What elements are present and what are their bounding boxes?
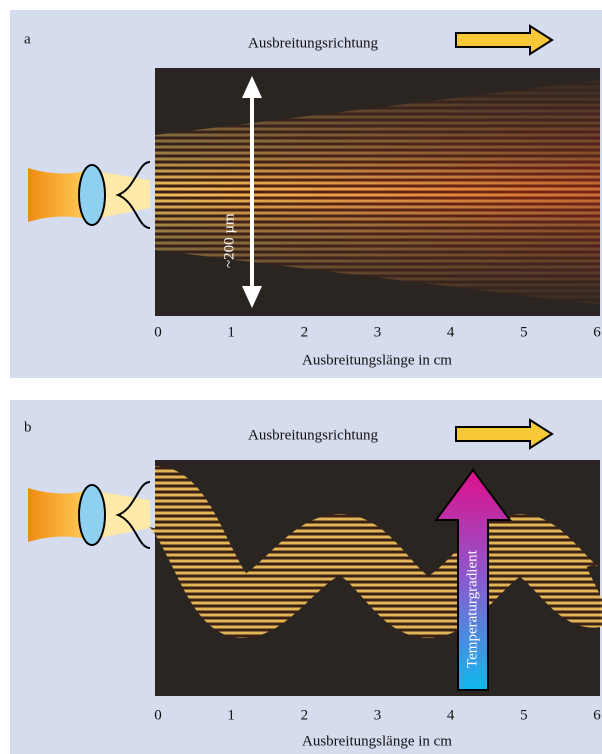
- axis-title: Ausbreitungslänge in cm: [302, 733, 452, 749]
- tick-label: 2: [301, 324, 309, 340]
- tick-label: 0: [154, 324, 162, 340]
- tick-label: 2: [301, 707, 309, 723]
- tick-label: 4: [447, 324, 455, 340]
- tick-label: 0: [154, 707, 162, 723]
- tick-label: 5: [520, 707, 528, 723]
- tick-label: 3: [374, 324, 382, 340]
- tick-label: 5: [520, 324, 528, 340]
- tick-label: 3: [374, 707, 382, 723]
- direction-label: Ausbreitungsrichtung: [248, 35, 378, 51]
- tick-label: 1: [227, 324, 235, 340]
- tick-label: 6: [593, 707, 601, 723]
- figure: a Ausbreitungsrichtung ~200 µm 0 1 2 3 4 5 6 A…: [0, 0, 602, 754]
- panel-label: a: [24, 31, 31, 47]
- axis-title: Ausbreitungslänge in cm: [302, 352, 452, 368]
- tick-label: 4: [447, 707, 455, 723]
- direction-label: Ausbreitungsrichtung: [248, 427, 378, 443]
- panel-label: b: [24, 419, 32, 435]
- gradient-label: Temperaturgradient: [464, 549, 480, 668]
- tick-label: 1: [227, 707, 235, 723]
- tick-label: 6: [593, 324, 601, 340]
- scale-label: ~200 µm: [221, 213, 237, 268]
